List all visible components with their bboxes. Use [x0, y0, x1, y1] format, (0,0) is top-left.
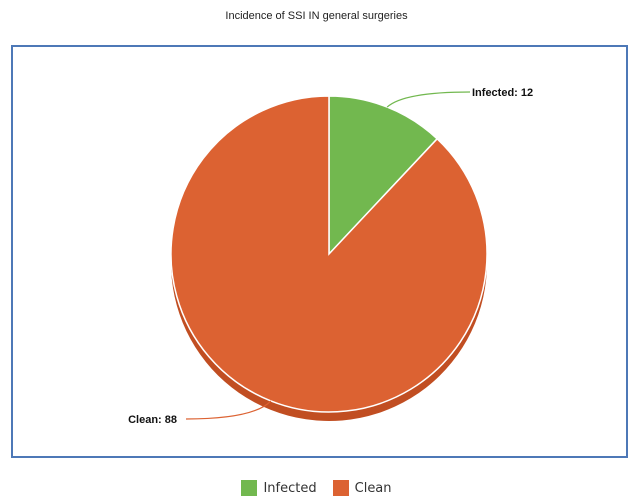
data-label-infected: Infected: 12	[472, 87, 533, 99]
leader-line-clean	[185, 400, 272, 420]
legend: Infected Clean	[0, 480, 633, 496]
legend-item-infected[interactable]: Infected	[241, 480, 317, 496]
pie-slice-clean[interactable]	[170, 95, 488, 413]
chart-title: Incidence of SSI IN general surgeries	[225, 10, 408, 22]
legend-swatch-infected	[241, 480, 258, 496]
pie-slice-infected[interactable]	[328, 95, 439, 256]
leader-line-infected	[386, 91, 471, 108]
legend-label-infected: Infected	[263, 480, 317, 496]
data-label-clean: Clean: 88	[128, 414, 177, 426]
legend-label-clean: Clean	[354, 480, 392, 496]
legend-swatch-clean	[332, 480, 349, 496]
legend-item-clean[interactable]: Clean	[332, 480, 392, 496]
